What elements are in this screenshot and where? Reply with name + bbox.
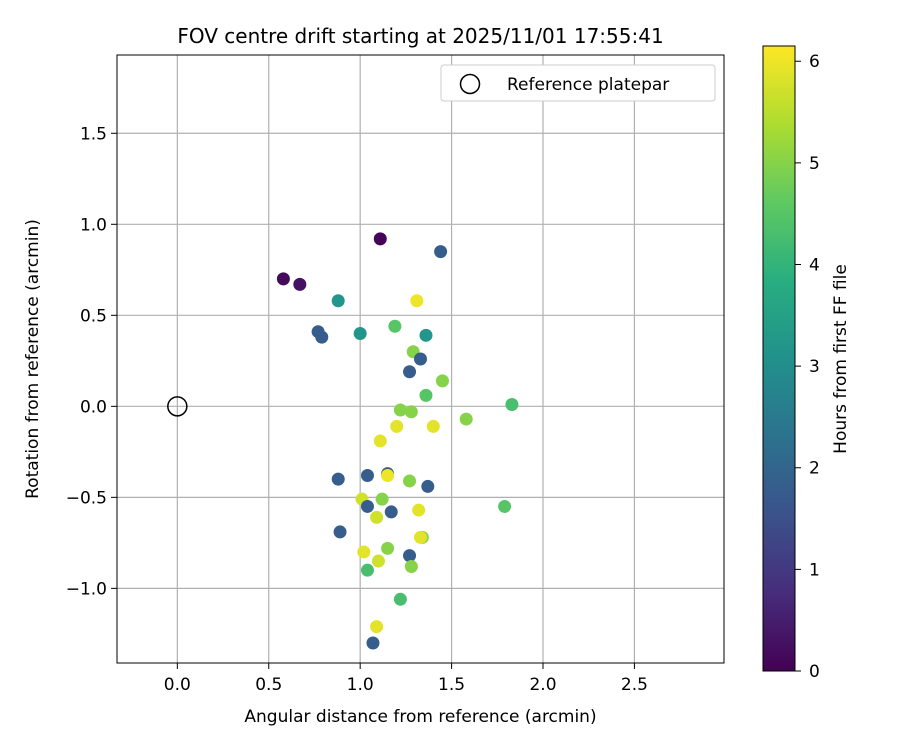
data-point [410, 294, 424, 308]
colorbar: 0 1 2 3 4 5 6 Hours from first FF file [762, 45, 851, 682]
plot-frame [116, 54, 725, 664]
data-point [414, 352, 427, 366]
x-tick-label: 1.5 [438, 675, 465, 695]
data-point [333, 525, 347, 539]
data-point [505, 398, 519, 412]
data-point [360, 469, 374, 483]
data-point [421, 479, 435, 493]
data-point [419, 328, 433, 342]
data-point [375, 492, 389, 506]
data-point [373, 232, 387, 246]
gridlines [117, 55, 724, 663]
data-point [419, 388, 433, 402]
data-point [276, 272, 290, 286]
data-point [381, 541, 395, 555]
data-point [498, 499, 512, 513]
data-point [315, 330, 329, 344]
y-axis-ticks: −1.0 −0.5 0.0 0.5 1.0 1.5 [66, 124, 117, 599]
y-tick-label: −1.0 [66, 579, 107, 599]
y-tick-label: −0.5 [66, 488, 107, 508]
y-tick-label: 1.5 [80, 124, 107, 144]
colorbar-tick-label: 1 [809, 560, 820, 580]
legend-box [440, 64, 716, 102]
legend-label: Reference platepar [507, 75, 669, 95]
data-point [412, 503, 426, 517]
x-tick-label: 0.5 [255, 675, 282, 695]
data-point [414, 530, 427, 544]
x-tick-label: 0.0 [164, 675, 191, 695]
colorbar-ticks: 0 1 2 3 4 5 6 [795, 52, 820, 682]
data-point [293, 277, 307, 291]
data-point [404, 405, 418, 419]
legend: Reference platepar [440, 64, 716, 102]
data-point [404, 560, 418, 574]
data-point [370, 510, 384, 524]
y-tick-label: 0.5 [80, 306, 107, 326]
data-point [393, 403, 407, 417]
data-point [331, 472, 345, 486]
reference-platepar-marker [167, 396, 188, 417]
data-point [360, 499, 374, 513]
y-tick-label: 1.0 [80, 215, 107, 235]
y-axis-label: Rotation from reference (arcmin) [23, 219, 43, 499]
colorbar-tick-label: 0 [809, 662, 820, 682]
data-point [426, 419, 440, 433]
colorbar-tick-label: 2 [809, 459, 820, 479]
colorbar-tick-label: 4 [809, 255, 820, 275]
x-tick-label: 2.0 [529, 675, 556, 695]
x-tick-label: 2.5 [621, 675, 648, 695]
data-point [388, 319, 402, 333]
data-point [434, 245, 448, 259]
data-points [276, 232, 519, 650]
data-point [403, 549, 417, 563]
data-point [371, 554, 385, 568]
data-point [381, 469, 395, 483]
data-point [366, 636, 380, 650]
colorbar-label: Hours from first FF file [831, 264, 851, 454]
legend-open-circle-icon [459, 73, 481, 95]
x-axis-label: Angular distance from reference (arcmin) [244, 707, 596, 727]
colorbar-tick-label: 3 [809, 357, 820, 377]
x-axis-ticks: 0.0 0.5 1.0 1.5 2.0 2.5 [164, 663, 648, 695]
data-point [403, 474, 417, 488]
colorbar-gradient [762, 45, 796, 672]
data-point [384, 505, 398, 519]
colorbar-tick-label: 6 [809, 52, 820, 72]
y-tick-label: 0.0 [80, 397, 107, 417]
colorbar-tick-label: 5 [809, 154, 820, 174]
data-point [360, 563, 374, 577]
x-tick-label: 1.0 [347, 675, 374, 695]
data-point [403, 365, 417, 379]
data-point [353, 327, 367, 341]
data-point [435, 374, 449, 388]
data-point [459, 412, 473, 426]
data-point [331, 294, 345, 308]
data-point [390, 419, 404, 433]
data-point [393, 592, 407, 606]
chart-title: FOV centre drift starting at 2025/11/01 … [177, 24, 663, 48]
data-point [373, 434, 387, 448]
data-point [370, 620, 384, 634]
data-point [357, 545, 371, 559]
